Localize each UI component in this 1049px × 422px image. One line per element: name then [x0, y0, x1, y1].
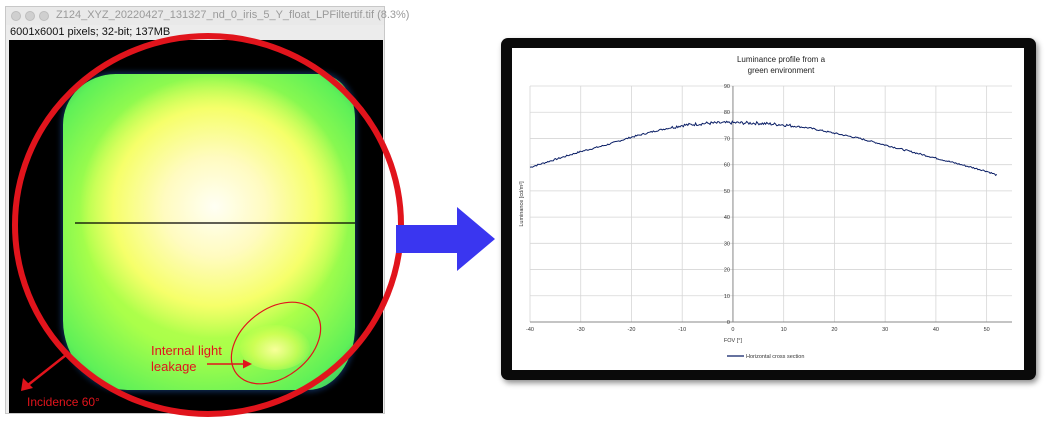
leak-arrow-head	[243, 359, 252, 369]
x-axis-label: FOV [°]	[724, 338, 743, 344]
chart-frame: 0 10 20 30 40 50 60 70 80 90 -40 -30 -20 -10 0 10 20 30 40…	[501, 38, 1036, 380]
image-info: 6001x6001 pixels; 32-bit; 137MB	[10, 26, 171, 38]
window-titlebar[interactable]: Z124_XYZ_20220427_131327_nd_0_iris_5_Y_f…	[6, 7, 409, 25]
leak-ellipse	[230, 301, 322, 385]
legend-label: Horizontal cross section	[746, 354, 804, 360]
incidence-arrow-line	[27, 354, 67, 386]
window-title: Z124_XYZ_20220427_131327_nd_0_iris_5_Y_f…	[56, 9, 410, 21]
y-tick-label: 80	[724, 110, 730, 116]
leak-label-line2: leakage	[151, 359, 197, 374]
minimize-window-button[interactable]	[25, 11, 35, 21]
x-tick-label: 10	[781, 327, 787, 333]
right-arrow-icon	[396, 207, 495, 271]
x-tick-label: 20	[831, 327, 837, 333]
x-tick-label: -40	[526, 327, 534, 333]
y-tick-label: 60	[724, 163, 730, 169]
y-tick-label: 20	[724, 268, 730, 274]
close-window-button[interactable]	[11, 11, 21, 21]
chart-title-line2: green environment	[748, 66, 815, 75]
leak-label-line1: Internal light	[151, 343, 222, 358]
light-leak-spot	[240, 325, 310, 370]
y-tick-label: 70	[724, 136, 730, 142]
x-tick-label: -20	[627, 327, 635, 333]
y-tick-label: 10	[724, 294, 730, 300]
x-tick-label: -30	[577, 327, 585, 333]
y-tick-label: 40	[724, 215, 730, 221]
incidence-arrow-head	[21, 378, 33, 391]
zoom-window-button[interactable]	[39, 11, 49, 21]
y-axis-label: Luminance [cd/m²]	[519, 181, 525, 227]
incidence-label: Incidence 60°	[27, 395, 100, 409]
x-tick-label: 30	[882, 327, 888, 333]
luminance-chart: 0 10 20 30 40 50 60 70 80 90 -40 -30 -20 -10 0 10 20 30 40…	[519, 55, 1012, 360]
y-tick-label: 50	[724, 189, 730, 195]
chart-title-line1: Luminance profile from a	[737, 55, 826, 64]
x-tick-label: 40	[933, 327, 939, 333]
y-tick-label: 30	[724, 241, 730, 247]
x-tick-label: 50	[984, 327, 990, 333]
y-tick-label: 0	[727, 320, 730, 326]
chart-panel: 0 10 20 30 40 50 60 70 80 90 -40 -30 -20 -10 0 10 20 30 40…	[512, 48, 1024, 370]
x-tick-label: -10	[678, 327, 686, 333]
x-tick-label: 0	[731, 327, 734, 333]
y-tick-label: 90	[724, 84, 730, 90]
series-line-0	[529, 120, 998, 177]
